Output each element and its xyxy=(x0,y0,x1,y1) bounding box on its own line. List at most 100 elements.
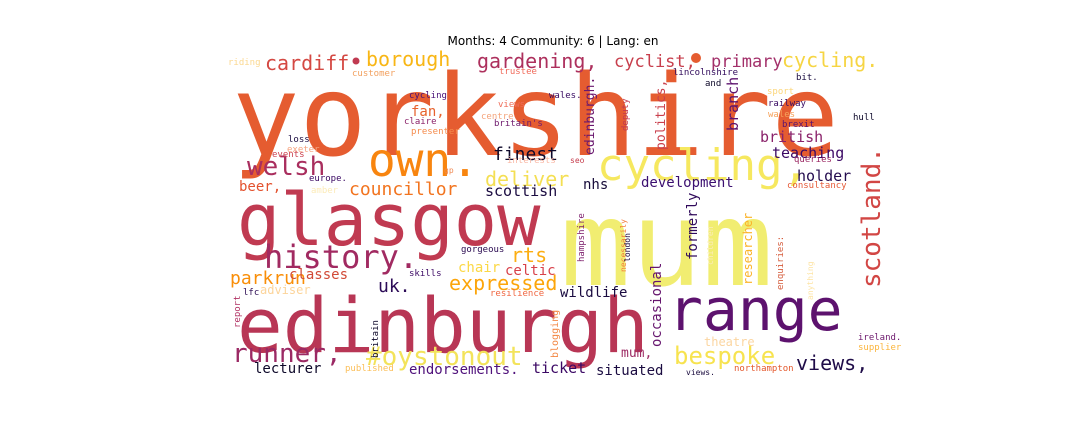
cloud-word: yorkshire xyxy=(232,52,839,182)
cloud-word: teaching xyxy=(772,144,844,162)
cloud-word: lincolnshire xyxy=(673,68,738,78)
cloud-word: development xyxy=(641,175,734,191)
cloud-word: formerly xyxy=(685,193,701,260)
cloud-word: cardiff xyxy=(265,51,349,75)
cloud-word: exeter xyxy=(287,145,320,155)
cloud-word: primary xyxy=(711,52,783,72)
cloud-word: railway xyxy=(768,99,807,109)
cloud-word: blogging xyxy=(550,310,561,358)
cloud-word: cycling, xyxy=(597,140,809,191)
cloud-word: britain's xyxy=(494,119,543,129)
cloud-word: seo xyxy=(570,156,585,165)
cloud-word: hull xyxy=(853,113,875,123)
cloud-word: branch xyxy=(724,77,742,131)
cloud-word: centre xyxy=(481,112,514,122)
cloud-word: glasgow xyxy=(237,178,541,262)
cloud-word: mum, xyxy=(621,346,652,361)
cloud-word: rts xyxy=(511,243,547,267)
cloud-word: children xyxy=(706,226,715,265)
cloud-word: expressed xyxy=(449,271,557,295)
cloud-word: runner, xyxy=(232,339,342,369)
cloud-word: lecturer xyxy=(254,361,321,377)
cloud-word: events xyxy=(272,150,305,160)
cloud-word: britain xyxy=(371,320,381,358)
cloud-word: borough xyxy=(366,47,450,71)
cloud-word: anything xyxy=(806,261,815,300)
cloud-word: brexit xyxy=(782,120,815,130)
cloud-word: uk. xyxy=(378,276,411,297)
cloud-word: enquiries: xyxy=(776,236,786,290)
cloud-word: scotland. xyxy=(857,147,887,288)
cloud-word: consultancy xyxy=(787,181,847,191)
cloud-word: trustee xyxy=(499,67,537,77)
cloud-word: gardening, xyxy=(477,49,597,73)
cloud-word: researcher xyxy=(741,213,755,285)
decorative-dot xyxy=(352,57,360,65)
cloud-word: wildlife xyxy=(560,285,627,301)
cloud-word: cycling xyxy=(409,91,447,101)
cloud-word: report xyxy=(233,295,243,328)
cloud-word: skills xyxy=(409,269,442,279)
cloud-word: gorgeous xyxy=(461,245,504,255)
cloud-word: lfc xyxy=(243,288,259,298)
cloud-word: finest xyxy=(493,144,558,165)
cloud-word: claire xyxy=(404,117,437,127)
cloud-word: amber xyxy=(311,186,339,196)
cloud-word: endorsements. xyxy=(409,362,519,378)
cloud-word: ticket xyxy=(532,359,586,377)
cloud-word: riding xyxy=(228,58,261,68)
cloud-word: loss xyxy=(288,135,310,145)
cloud-word: edinburgh. xyxy=(583,77,598,155)
cloud-word: occasional xyxy=(649,263,665,347)
cloud-word: cycling. xyxy=(782,48,878,72)
cloud-word: history. xyxy=(264,238,418,276)
cloud-word: welsh xyxy=(247,152,325,182)
cloud-word: northampton xyxy=(734,364,794,374)
cloud-word: british xyxy=(760,128,823,146)
cloud-word: customer xyxy=(352,69,396,79)
cloud-word: deliver xyxy=(485,167,569,191)
cloud-word: theatre xyxy=(704,335,755,349)
cloud-word: own. xyxy=(368,133,479,187)
cloud-word: #oystonout xyxy=(366,342,523,372)
cloud-word: queries xyxy=(794,155,832,165)
cloud-word: situated xyxy=(596,363,663,379)
cloud-word: chair xyxy=(458,260,500,276)
cloud-word: scottish xyxy=(485,182,557,200)
cloud-word: cyclist, xyxy=(614,52,696,72)
cloud-word: gp xyxy=(444,166,454,175)
cloud-word: adviser xyxy=(260,283,311,297)
cloud-word: published xyxy=(345,364,394,374)
cloud-word: london xyxy=(623,233,632,262)
cloud-word: holder xyxy=(797,167,851,185)
cloud-word: resilience xyxy=(490,289,544,299)
cloud-word: europe. xyxy=(309,174,347,184)
cloud-word: range xyxy=(668,276,843,344)
cloud-word: fan, xyxy=(411,104,445,120)
cloud-word: supplier xyxy=(858,343,902,353)
cloud-word: councillor xyxy=(349,179,458,200)
cloud-word: celtic xyxy=(505,263,556,279)
cloud-word: mum xyxy=(560,175,773,313)
cloud-word: bespoke xyxy=(674,342,775,370)
cloud-word: classes xyxy=(289,267,348,283)
chart-title: Months: 4 Community: 6 | Lang: en xyxy=(447,34,659,48)
cloud-word: ireland. xyxy=(858,333,901,343)
decorative-dot xyxy=(691,53,701,63)
cloud-word: presenter xyxy=(411,127,460,137)
cloud-word: edinburgh xyxy=(237,281,649,370)
cloud-word: necessarily xyxy=(619,219,628,272)
cloud-word: views xyxy=(498,100,525,110)
cloud-word: parkrun xyxy=(230,268,306,289)
cloud-word: nhs xyxy=(583,177,608,193)
cloud-word: views, xyxy=(796,351,868,375)
cloud-word: views. xyxy=(686,368,715,377)
cloud-word: wales xyxy=(768,110,795,120)
cloud-word: interests xyxy=(507,156,556,166)
cloud-word: bit. xyxy=(796,73,818,83)
cloud-word: wales. xyxy=(549,91,582,101)
cloud-word: beer, xyxy=(239,179,281,195)
cloud-word: hampshire xyxy=(577,213,587,262)
cloud-word: sport xyxy=(767,87,794,97)
